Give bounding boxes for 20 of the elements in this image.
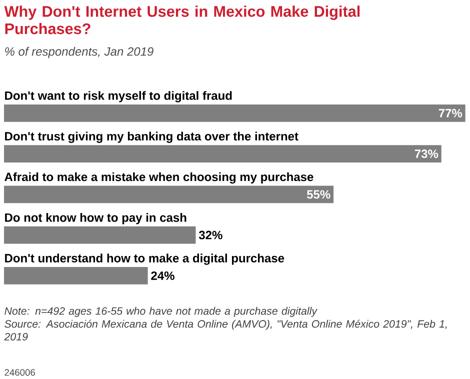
- data-label: 73%: [414, 150, 438, 158]
- y-tick-label: Don't understand how to make a digital purchase: [5, 254, 284, 265]
- text: Note: n=492 ages 16-55 who have not made a purchase digitally: [4, 306, 318, 317]
- data-label: 24%: [151, 271, 174, 280]
- text: 246006: [4, 369, 35, 376]
- bar: [4, 267, 148, 284]
- y-tick-label: Don't want to risk myself to digital fraud: [5, 91, 232, 102]
- chart-title: Why Don't Internet Users in Mexico Make Digital Purchases?: [4, 6, 360, 34]
- chart-subtitle: % of respondents, Jan 2019: [5, 46, 154, 58]
- data-label: 32%: [198, 230, 222, 240]
- y-tick-label: Afraid to make a mistake when choosing my purchase: [4, 172, 314, 184]
- data-label: 77%: [438, 108, 462, 118]
- source-note: Source: Asociación Mexicana de Venta Online (AMVO), "Venta Online México 2019", Feb 1, 2019: [4, 320, 447, 340]
- bar: [4, 186, 334, 204]
- bar: [4, 226, 196, 244]
- bar: [4, 104, 466, 122]
- data-label: 55%: [306, 190, 330, 199]
- y-tick-label: Don't trust giving my banking data over the internet: [5, 132, 298, 143]
- bar: [4, 145, 442, 162]
- y-tick-label: Do not know how to pay in cash: [5, 213, 186, 224]
